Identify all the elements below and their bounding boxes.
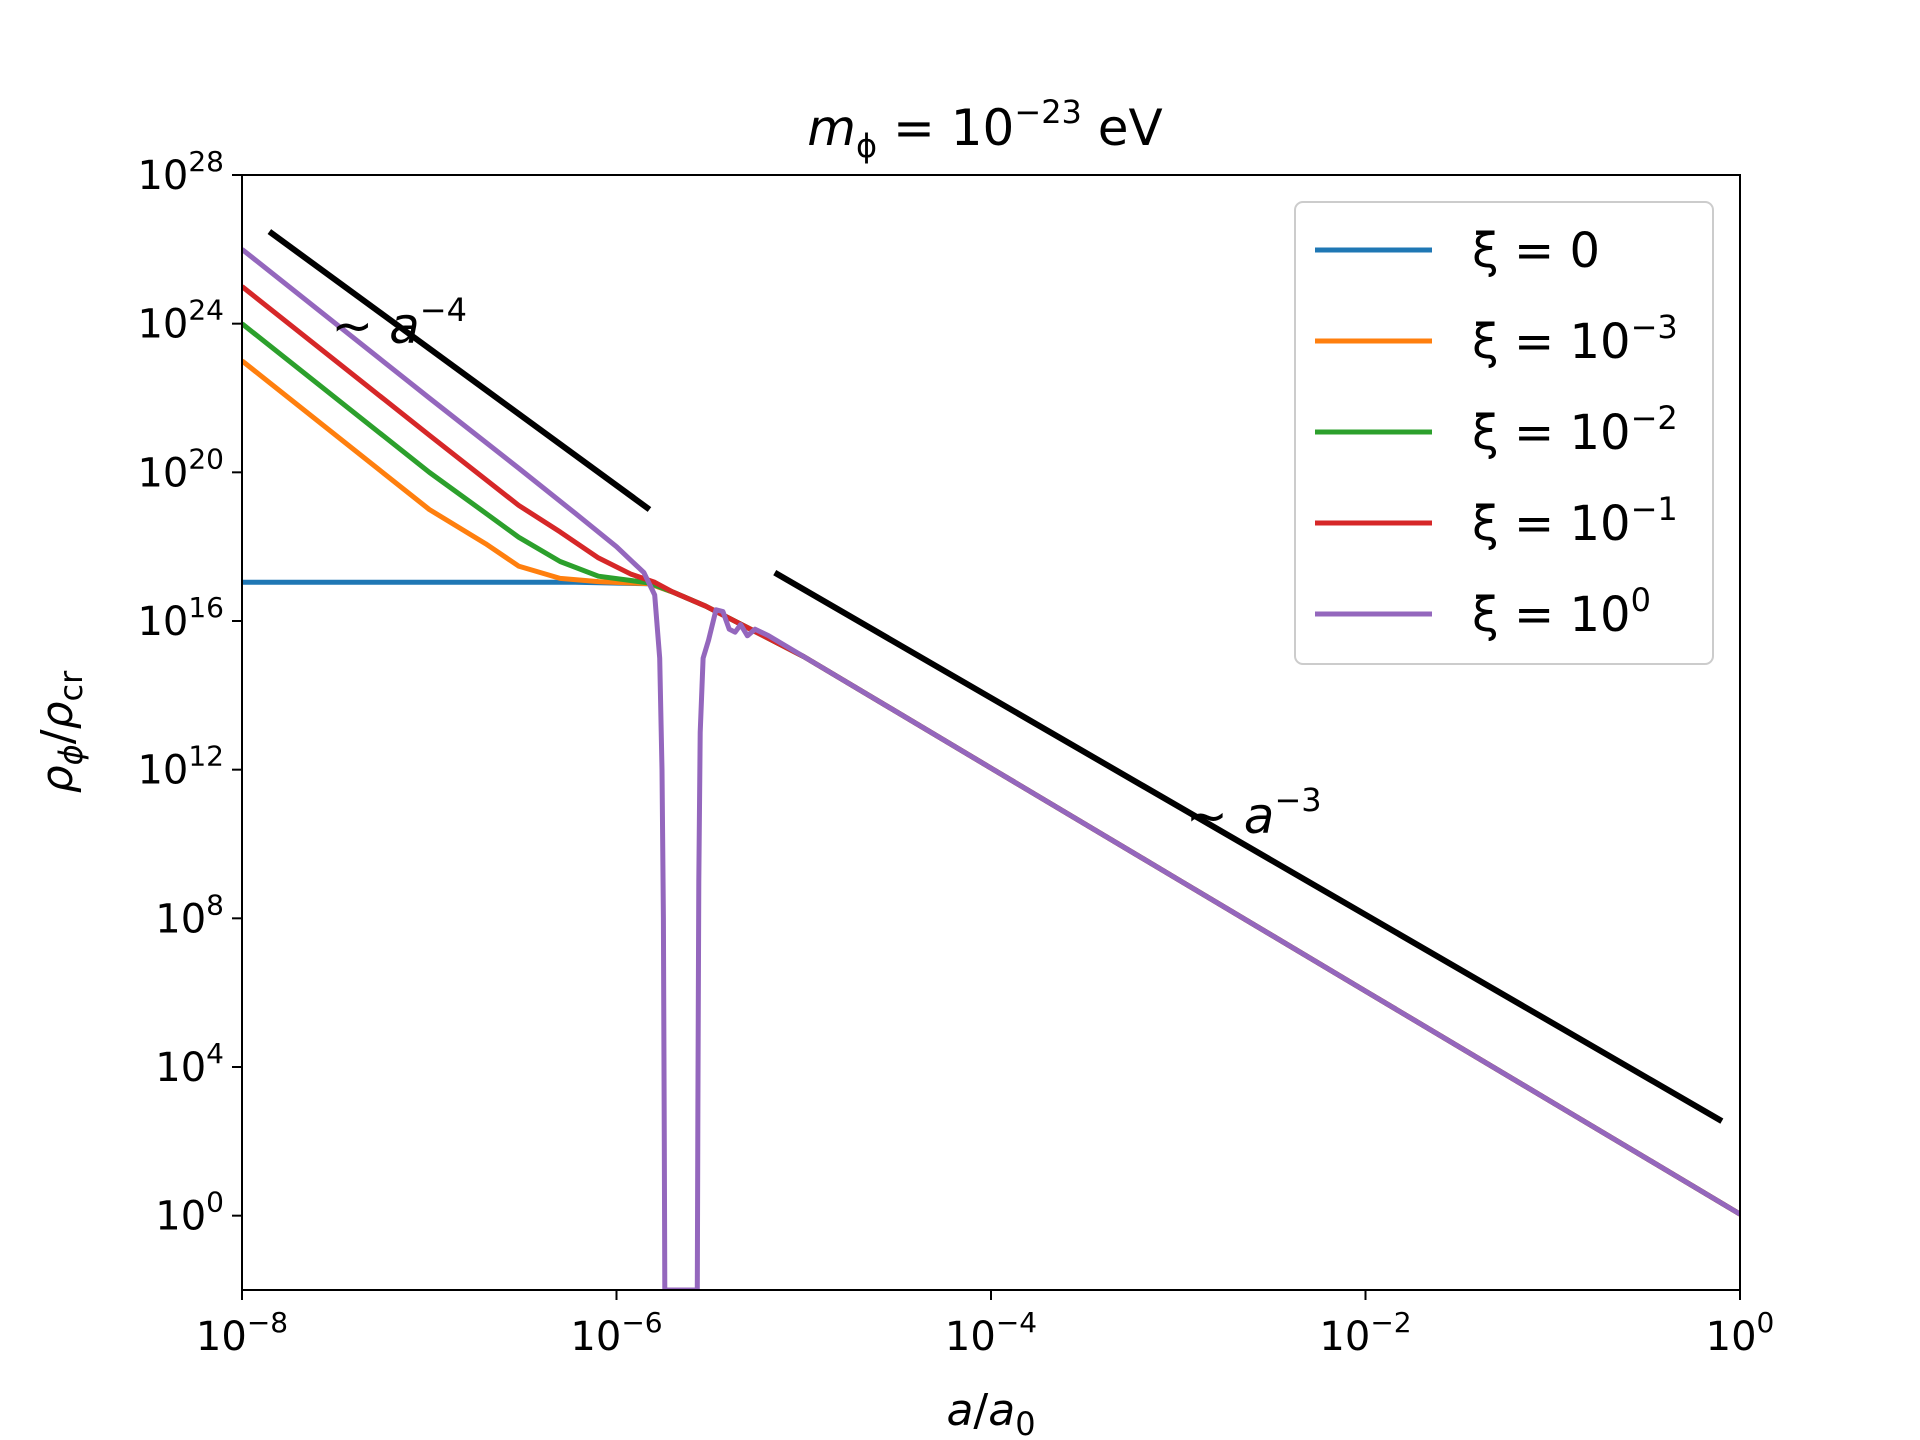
- reference-lines: ~ a−4 ~ a−3: [267, 229, 1724, 1124]
- legend-label-3: ξ = 10−1: [1472, 490, 1678, 552]
- x-axis-ticks: 10−8 10−6 10−4 10−2 100: [196, 1290, 1774, 1360]
- x-tick-label-4: 100: [1706, 1306, 1775, 1360]
- y-tick-label-0: 100: [155, 1186, 224, 1240]
- y-tick-label-2: 108: [155, 888, 224, 942]
- legend-label-1: ξ = 10−3: [1472, 308, 1678, 370]
- y-tick-label-6: 1024: [137, 294, 224, 348]
- reference-line-0: [267, 229, 652, 512]
- reference-label-0: ~ a−4: [331, 291, 467, 355]
- x-tick-label-1: 10−6: [570, 1306, 662, 1360]
- y-tick-label-7: 1028: [137, 145, 224, 199]
- legend-label-4: ξ = 100: [1472, 581, 1651, 643]
- reference-label-1: ~ a−3: [1186, 781, 1322, 845]
- legend-items: ξ = 0 ξ = 10−3 ξ = 10−2 ξ = 10−1 ξ = 100: [1315, 223, 1678, 643]
- x-tick-label-3: 10−2: [1319, 1306, 1411, 1360]
- y-axis-ticks: 100 104 108 1012 1016 1020 1024 1028: [137, 145, 242, 1240]
- reference-line-1: [773, 570, 1724, 1124]
- y-tick-label-4: 1016: [137, 591, 224, 645]
- series-line-4: [242, 247, 1740, 1290]
- y-tick-label-3: 1012: [137, 740, 224, 794]
- y-axis-label: ρϕ/ρcr: [32, 670, 90, 793]
- legend-label-0: ξ = 0: [1472, 223, 1600, 279]
- y-tick-label-5: 1020: [137, 442, 224, 496]
- x-tick-label-0: 10−8: [196, 1306, 288, 1360]
- x-axis-label: a/a0: [946, 1385, 1035, 1440]
- plot-area: ~ a−4 ~ a−3: [242, 229, 1740, 1290]
- legend: ξ = 0 ξ = 10−3 ξ = 10−2 ξ = 10−1 ξ = 100: [1294, 201, 1714, 665]
- y-tick-label-1: 104: [155, 1037, 224, 1091]
- series-group: [242, 247, 1740, 1290]
- chart-title: mϕ = 10−23 eV: [807, 93, 1163, 165]
- x-tick-label-2: 10−4: [945, 1306, 1037, 1360]
- legend-box: [1294, 201, 1714, 665]
- legend-label-2: ξ = 10−2: [1472, 399, 1678, 461]
